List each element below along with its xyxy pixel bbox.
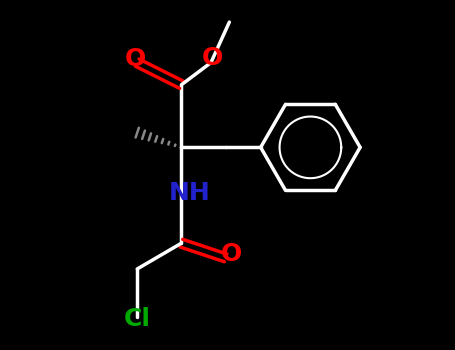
Text: O: O — [221, 242, 242, 266]
Text: O: O — [125, 47, 146, 71]
Text: NH: NH — [169, 181, 210, 205]
Text: O: O — [202, 46, 223, 70]
Text: Cl: Cl — [124, 307, 151, 331]
